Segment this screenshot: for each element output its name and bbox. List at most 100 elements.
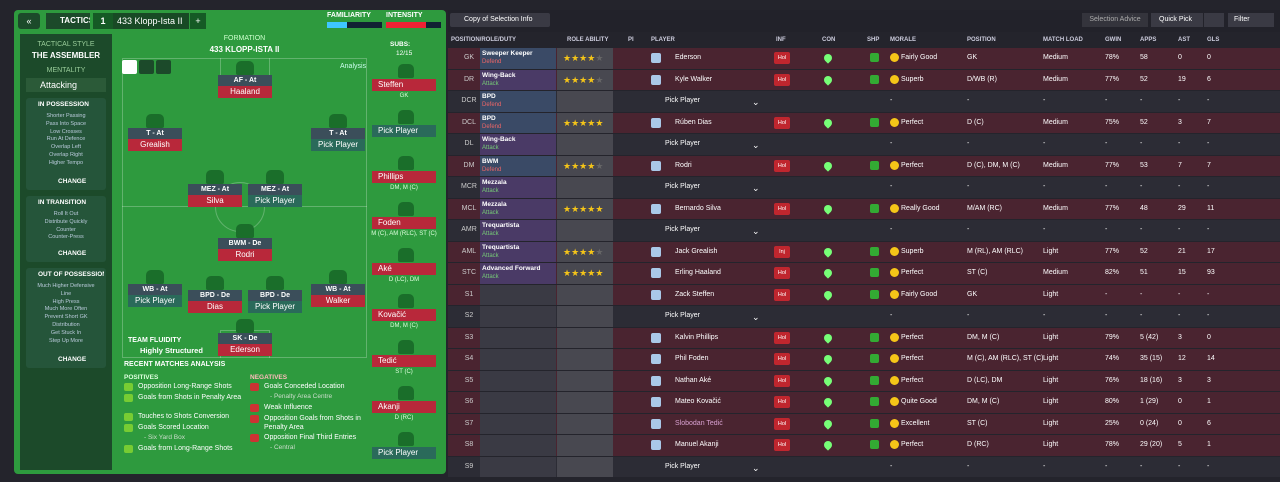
column-header[interactable]: CON (822, 37, 836, 43)
player-name[interactable]: Ederson (675, 54, 702, 61)
tactical-style[interactable]: THE ASSEMBLER (31, 51, 101, 60)
view-toggle[interactable] (122, 60, 137, 74)
match-load: Medium (1043, 269, 1068, 276)
column-header[interactable]: ROLE ABILITY (567, 37, 609, 43)
player-name[interactable]: Zack Steffen (675, 290, 715, 298)
role-duty: Defend (482, 123, 502, 130)
player-name[interactable]: Pick Player (665, 140, 701, 147)
column-header[interactable]: GWIN (1105, 37, 1122, 43)
view-select[interactable]: Copy of Selection Info (450, 13, 550, 27)
match-load: Light (1043, 376, 1059, 384)
player-name[interactable]: Pick Player (665, 312, 701, 319)
column-header[interactable]: SHP (867, 37, 880, 43)
formation-name[interactable]: 433 KLOPP-ISTA II (209, 45, 280, 54)
player-name[interactable]: Dias (188, 301, 242, 313)
match-load: Light (1043, 333, 1059, 341)
player-name[interactable]: Pick Player (248, 301, 302, 313)
tactic-name[interactable]: 433 Klopp-Ista II (113, 13, 189, 29)
mentality-select[interactable]: Attacking (26, 78, 106, 92)
ability-cell (557, 241, 613, 262)
player-name[interactable]: Rodri (218, 249, 272, 261)
sub-name[interactable]: Steffen (372, 79, 436, 91)
player-name[interactable]: Jack Grealish (675, 247, 718, 255)
player-shirt (329, 270, 347, 284)
quick-pick[interactable]: Quick Pick (1151, 13, 1203, 27)
player-name[interactable]: Walker (311, 295, 365, 307)
change-button[interactable]: CHANGE (58, 178, 87, 185)
analysis-detail: - Penalty Area Centre (270, 393, 333, 400)
column-header[interactable]: INF (776, 37, 786, 43)
sub-name[interactable]: Akanji (372, 401, 436, 413)
add-tactic[interactable]: + (190, 13, 206, 29)
column-header[interactable]: PLAYER (651, 37, 675, 43)
gwin: 80% (1105, 398, 1120, 405)
quick-pick-menu[interactable] (1204, 13, 1224, 27)
player-role: WB - At (311, 284, 365, 295)
player-shirt-icon (651, 74, 661, 85)
row-position: MCR (461, 183, 477, 190)
change-button[interactable]: CHANGE (58, 250, 87, 257)
player-name[interactable]: Erling Haaland (675, 269, 721, 276)
player-name[interactable]: Rodri (675, 161, 692, 169)
player-name[interactable]: Manuel Akanji (675, 441, 719, 448)
column-header[interactable]: APPS (1140, 37, 1157, 43)
change-button[interactable]: CHANGE (58, 356, 87, 363)
player-name[interactable]: Kalvin Phillips (675, 333, 719, 341)
sub-name[interactable]: Pick Player (372, 447, 436, 459)
view-toggle[interactable] (156, 60, 171, 74)
player-name[interactable]: Phil Foden (675, 355, 709, 362)
sub-name[interactable]: Phillips (372, 171, 436, 183)
column-header[interactable]: MATCH LOAD (1043, 37, 1083, 43)
ability-cell (557, 349, 613, 370)
sub-name[interactable]: Pick Player (372, 125, 436, 137)
player-name[interactable]: Pick Player (665, 97, 701, 104)
player-role: MEZ - At (188, 184, 242, 195)
filter[interactable]: Filter (1228, 13, 1274, 27)
subs-label: SUBS: (390, 41, 411, 48)
back-button[interactable]: « (18, 13, 40, 29)
player-name[interactable]: Pick Player (248, 195, 302, 207)
role-name: Mezzala (482, 179, 507, 186)
player-name[interactable]: Haaland (218, 86, 272, 98)
formation-label: FORMATION (223, 35, 266, 42)
player-name[interactable]: Bernardo Silva (675, 204, 721, 212)
player-name[interactable]: Mateo Kovačić (675, 398, 721, 405)
dropdown-arrow[interactable]: ⌄ (752, 98, 760, 106)
dropdown-arrow[interactable]: ⌄ (752, 184, 760, 192)
analysis-link[interactable]: Analysis (340, 63, 367, 70)
player-name[interactable]: Ederson (218, 344, 272, 356)
column-header[interactable]: POSITION (967, 37, 996, 43)
sub-name[interactable]: Kovačić (372, 309, 436, 321)
player-name[interactable]: Silva (188, 195, 242, 207)
view-toggle[interactable] (139, 60, 154, 74)
sub-position: M (C), AM (RLC), ST (C) (371, 231, 437, 237)
sub-name[interactable]: Tedić (372, 355, 436, 367)
toolbar (448, 10, 1280, 32)
inf-badge: Hol (774, 353, 790, 365)
player-name[interactable]: Rúben Dias (675, 118, 712, 126)
dropdown-arrow[interactable]: ⌄ (752, 463, 760, 472)
player-name[interactable]: Pick Player (665, 226, 701, 233)
player-shirt-icon (651, 289, 661, 300)
player-name[interactable]: Pick Player (665, 183, 701, 190)
player-name[interactable]: Pick Player (311, 139, 365, 151)
sharpness-icon (870, 246, 879, 256)
selection-advice[interactable]: Selection Advice (1082, 13, 1148, 27)
column-header[interactable]: GLS (1207, 37, 1220, 43)
player-name[interactable]: Nathan Aké (675, 376, 712, 384)
player-name[interactable]: Grealish (128, 139, 182, 151)
player-name[interactable]: Slobodan Tedić (675, 419, 723, 427)
column-header[interactable]: MORALE (890, 37, 916, 43)
sub-name[interactable]: Foden (372, 217, 436, 229)
dropdown-arrow[interactable]: ⌄ (752, 313, 760, 321)
player-name[interactable]: Pick Player (128, 295, 182, 307)
column-header[interactable]: POSITION/ROLE/DUTY (451, 37, 517, 43)
assists: 12 (1178, 355, 1186, 362)
player-name[interactable]: Kyle Walker (675, 75, 713, 83)
sub-name[interactable]: Aké (372, 263, 436, 275)
player-name[interactable]: Pick Player (665, 462, 701, 470)
column-header[interactable]: PI (628, 37, 634, 43)
column-header[interactable]: AST (1178, 37, 1190, 43)
dropdown-arrow[interactable]: ⌄ (752, 141, 760, 149)
dropdown-arrow[interactable]: ⌄ (752, 227, 760, 235)
